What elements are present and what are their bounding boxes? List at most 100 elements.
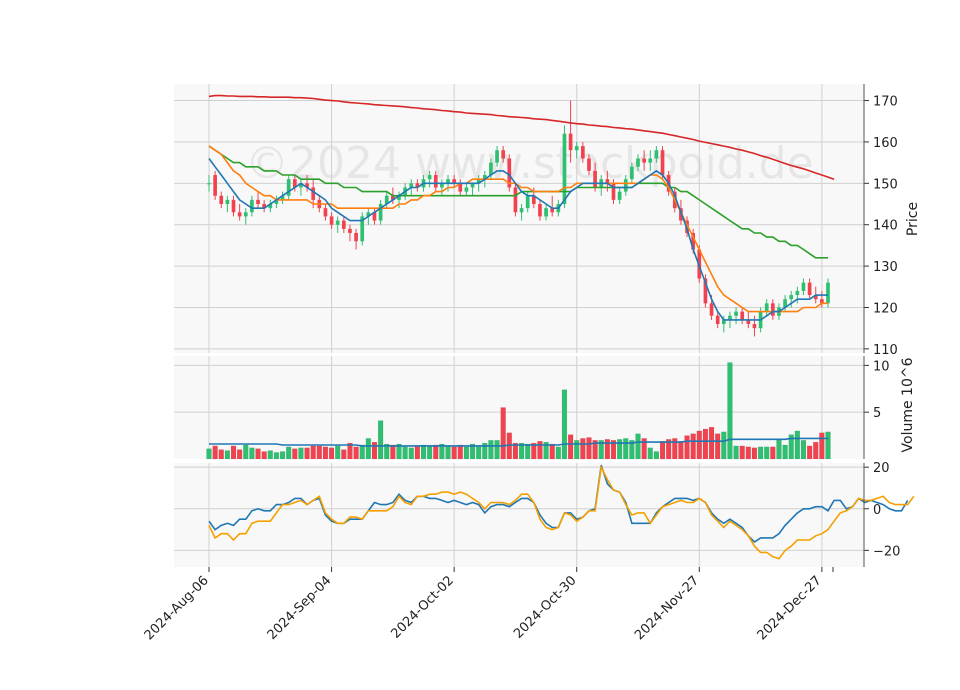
volume-bar bbox=[494, 440, 500, 460]
volume-bar bbox=[561, 389, 568, 460]
volume-bar bbox=[757, 446, 764, 460]
volume-bar bbox=[243, 444, 249, 460]
volume-bar bbox=[684, 435, 690, 460]
volume-tick-label: 5 bbox=[873, 406, 881, 421]
volume-bar bbox=[469, 443, 476, 460]
volume-bar bbox=[745, 446, 751, 460]
volume-bar bbox=[659, 441, 666, 460]
candle bbox=[311, 187, 316, 200]
volume-bar bbox=[451, 446, 457, 460]
candle bbox=[372, 212, 377, 221]
candle bbox=[384, 195, 389, 205]
volume-bar bbox=[298, 447, 304, 460]
volume-panel-bg bbox=[174, 356, 864, 459]
candle bbox=[826, 282, 830, 304]
volume-bar bbox=[770, 446, 776, 460]
osc-tick-label: 20 bbox=[873, 461, 890, 476]
volume-bar bbox=[218, 449, 224, 460]
volume-bar bbox=[751, 447, 758, 460]
candle bbox=[709, 303, 714, 316]
candle bbox=[574, 146, 579, 151]
oscillator-panel-bg bbox=[174, 463, 864, 567]
volume-bar bbox=[806, 445, 813, 460]
candle bbox=[562, 133, 567, 205]
volume-bar bbox=[359, 444, 365, 460]
volume-bar bbox=[592, 440, 598, 460]
volume-bar bbox=[543, 441, 549, 460]
candle bbox=[323, 208, 328, 217]
candle bbox=[299, 183, 303, 188]
volume-bar bbox=[549, 443, 555, 460]
volume-bar bbox=[610, 440, 617, 460]
candle bbox=[207, 183, 211, 185]
volume-bar bbox=[555, 446, 561, 460]
volume-bar bbox=[825, 431, 831, 460]
candle bbox=[605, 179, 610, 184]
volume-bar bbox=[273, 452, 280, 460]
volume-bar bbox=[267, 450, 273, 460]
candle bbox=[452, 179, 456, 184]
volume-bar bbox=[310, 445, 316, 460]
candle bbox=[721, 319, 726, 325]
volume-bar bbox=[727, 362, 733, 460]
x-tick-label: 2024-Sep-04 bbox=[265, 573, 335, 643]
volume-bar bbox=[567, 434, 574, 460]
candle bbox=[397, 195, 401, 200]
volume-bar bbox=[653, 451, 660, 460]
volume-bar bbox=[212, 445, 218, 460]
volume-bar bbox=[371, 441, 378, 460]
candle bbox=[715, 315, 720, 325]
volume-bar bbox=[206, 448, 212, 460]
candle bbox=[783, 299, 787, 308]
candle bbox=[519, 208, 524, 213]
price-tick-label: 120 bbox=[873, 301, 898, 316]
osc-tick-label: −20 bbox=[873, 544, 900, 559]
candle bbox=[341, 220, 346, 229]
candle bbox=[464, 187, 469, 192]
volume-bar bbox=[500, 407, 506, 460]
volume-bar bbox=[365, 438, 371, 460]
candle bbox=[630, 166, 634, 180]
candle bbox=[771, 303, 775, 316]
volume-bar bbox=[488, 440, 494, 460]
candle bbox=[354, 232, 358, 242]
x-tick-label: 2024-Nov-27 bbox=[632, 573, 702, 643]
candle bbox=[286, 179, 291, 196]
candle bbox=[642, 158, 646, 163]
osc-line-2 bbox=[208, 464, 915, 560]
candle bbox=[513, 187, 518, 213]
volume-bar bbox=[249, 447, 255, 460]
volume-bar bbox=[788, 434, 794, 460]
ma3-line bbox=[208, 145, 828, 259]
candle bbox=[415, 183, 420, 188]
candle bbox=[256, 199, 260, 205]
price-tick-label: 170 bbox=[873, 95, 898, 110]
candle bbox=[219, 195, 224, 205]
volume-bar bbox=[531, 442, 537, 460]
candle bbox=[789, 295, 794, 300]
candle bbox=[409, 183, 414, 188]
volume-bar bbox=[647, 447, 653, 460]
candle bbox=[531, 195, 536, 205]
volume-bar bbox=[574, 440, 580, 460]
candle bbox=[501, 150, 506, 159]
price-tick-label: 140 bbox=[873, 219, 898, 234]
price-tick-label: 110 bbox=[873, 343, 898, 358]
volume-bar bbox=[230, 445, 237, 460]
volume-bar bbox=[616, 439, 623, 460]
candle bbox=[280, 195, 285, 200]
candle bbox=[292, 179, 297, 188]
ma4-line bbox=[208, 94, 835, 180]
candle bbox=[820, 299, 824, 304]
volume-bar bbox=[224, 450, 231, 460]
candle bbox=[746, 319, 751, 325]
volume-bar bbox=[439, 443, 445, 460]
price-axis-label: Price bbox=[905, 202, 921, 236]
volume-bar bbox=[279, 451, 286, 460]
candle bbox=[262, 204, 266, 209]
candle bbox=[611, 183, 616, 200]
volume-bar bbox=[672, 438, 678, 460]
x-tick-label: 2024-Oct-02 bbox=[388, 573, 456, 641]
price-tick-label: 160 bbox=[873, 136, 898, 151]
volume-bar bbox=[623, 438, 629, 460]
